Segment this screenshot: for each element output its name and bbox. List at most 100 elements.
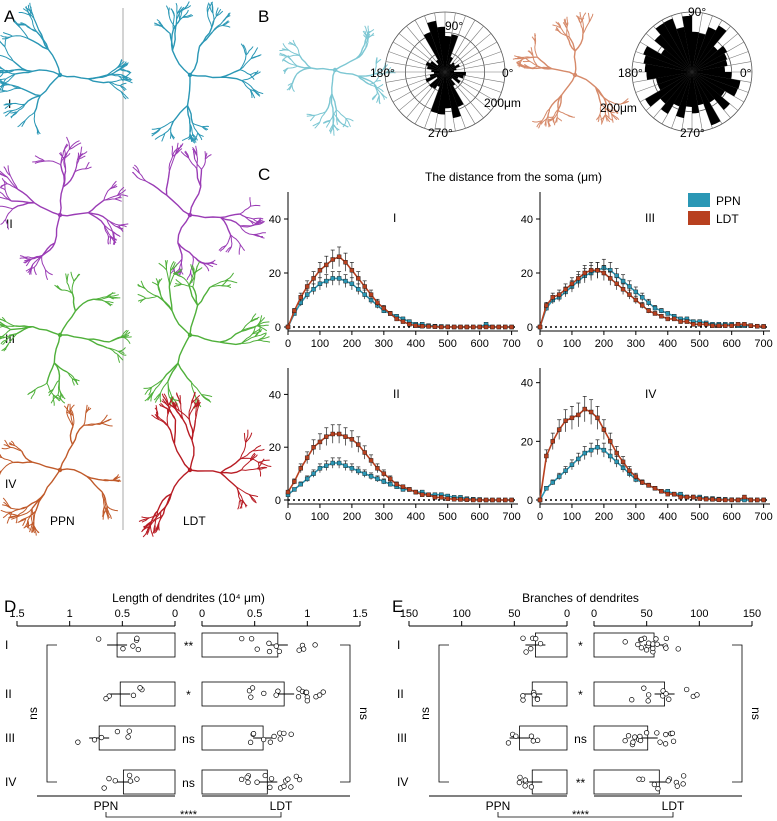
x-tick-label: 700 [754, 511, 772, 523]
dendrite-segment [536, 120, 543, 128]
dendrite-segment [568, 36, 576, 52]
dendrite-segment [258, 324, 269, 327]
dendrite-segment [561, 74, 576, 96]
dendrite-segment [236, 486, 241, 501]
data-point-ldt [288, 784, 294, 790]
y-tick-label: 20 [521, 268, 533, 280]
dendrite-segment [154, 510, 159, 525]
dendrite-segment [241, 460, 251, 471]
dendrite-segment [189, 334, 220, 343]
data-point [311, 445, 316, 450]
dendrite-segment [157, 279, 161, 287]
y-tick-label: 20 [269, 268, 281, 280]
dendrite-segment [240, 333, 253, 344]
dendrite-segment [201, 394, 211, 402]
dendrite-segment [554, 117, 558, 124]
polar-wedge [692, 33, 706, 72]
polar-wedge [445, 64, 456, 72]
data-point-ppn [101, 785, 107, 791]
category-label: III [5, 731, 15, 745]
dendrite-segment [309, 115, 316, 122]
data-point [426, 324, 431, 329]
data-point-ppn [96, 636, 102, 642]
data-point [381, 471, 387, 476]
dendrite-segment [71, 281, 75, 294]
dendrite-segment [221, 284, 231, 287]
data-point [633, 474, 639, 479]
dendrite-segment [30, 14, 40, 31]
dendrite-segment [87, 199, 105, 214]
dendrite-segment [165, 5, 170, 16]
dendrite-segment [0, 82, 6, 84]
data-point-ldt [684, 686, 690, 693]
dendrite-segment [24, 111, 35, 121]
y-tick-label: 20 [269, 442, 281, 454]
dendrite-segment [372, 93, 378, 101]
dendrite-segment [168, 286, 173, 311]
polar-wedge [445, 72, 452, 109]
dendrite-segment [181, 276, 190, 286]
dendrite-segment [0, 41, 6, 48]
dendrite-segment [531, 36, 536, 44]
dendrite-segment [88, 74, 108, 80]
dendrite-segment [179, 258, 183, 269]
soma [572, 72, 578, 78]
data-point-ldt [663, 691, 669, 697]
data-point-ppn [112, 778, 118, 784]
dendrite-segment [132, 166, 140, 174]
data-point-ldt [249, 685, 256, 691]
polar-wedge [660, 72, 692, 114]
dendrite-segment [253, 219, 262, 226]
data-point [439, 495, 444, 500]
subplot-title: I [393, 211, 396, 225]
dendrite-segment [74, 168, 86, 173]
dendrite-segment [87, 78, 109, 84]
dendrite-segment [250, 204, 261, 207]
data-point [550, 295, 555, 300]
data-point [614, 459, 619, 465]
dendrite-segment [27, 520, 30, 530]
data-point [343, 463, 348, 468]
dendrite-segment [178, 10, 181, 21]
bar-chart-title: Branches of dendrites [522, 591, 639, 605]
data-point-ldt [304, 698, 310, 704]
data-point [362, 292, 367, 297]
data-point-ppn [127, 778, 134, 784]
dendrite-segment [106, 66, 119, 76]
dendrite-segment [74, 298, 94, 312]
dendrite-segment [158, 419, 169, 427]
data-point [620, 459, 626, 465]
label-ppn: PPN [50, 514, 75, 528]
dendrite-segment [600, 102, 608, 111]
polar-wedge [433, 72, 445, 74]
data-point [608, 439, 613, 444]
data-point [368, 458, 374, 463]
data-point [678, 494, 683, 500]
polar-wedge [657, 72, 692, 91]
data-point [633, 289, 639, 295]
polar-spoke [444, 71, 484, 119]
significance-label: ns [182, 732, 195, 746]
polar-wedge [432, 72, 445, 89]
x-tick-label: 700 [754, 338, 772, 350]
polar-wedge [656, 72, 692, 85]
dendrite-segment [6, 333, 18, 340]
dendrite-segment [44, 160, 61, 166]
significance-between: **** [180, 809, 198, 821]
data-point [595, 445, 600, 450]
dendrite-segment [24, 258, 32, 264]
data-point-ldt [296, 776, 303, 783]
dendrite-segment [59, 334, 89, 340]
dendrite-segment [179, 395, 182, 405]
dendrite-segment [168, 156, 174, 172]
dendrite-segment [109, 180, 117, 190]
panel-e-bar-chart: Branches of dendrites 150 100 50 0 0 50 100 150 I… [397, 591, 763, 821]
dendrite-segment [288, 49, 301, 57]
dendrite-segment [206, 3, 209, 13]
dendrite-segment [166, 407, 169, 415]
panel-letter-d: D [4, 597, 16, 616]
dendrite-segment [106, 292, 116, 298]
polar1-angle-90: 90° [445, 19, 463, 33]
x-tick-label: 600 [722, 338, 740, 350]
data-point [349, 281, 355, 286]
